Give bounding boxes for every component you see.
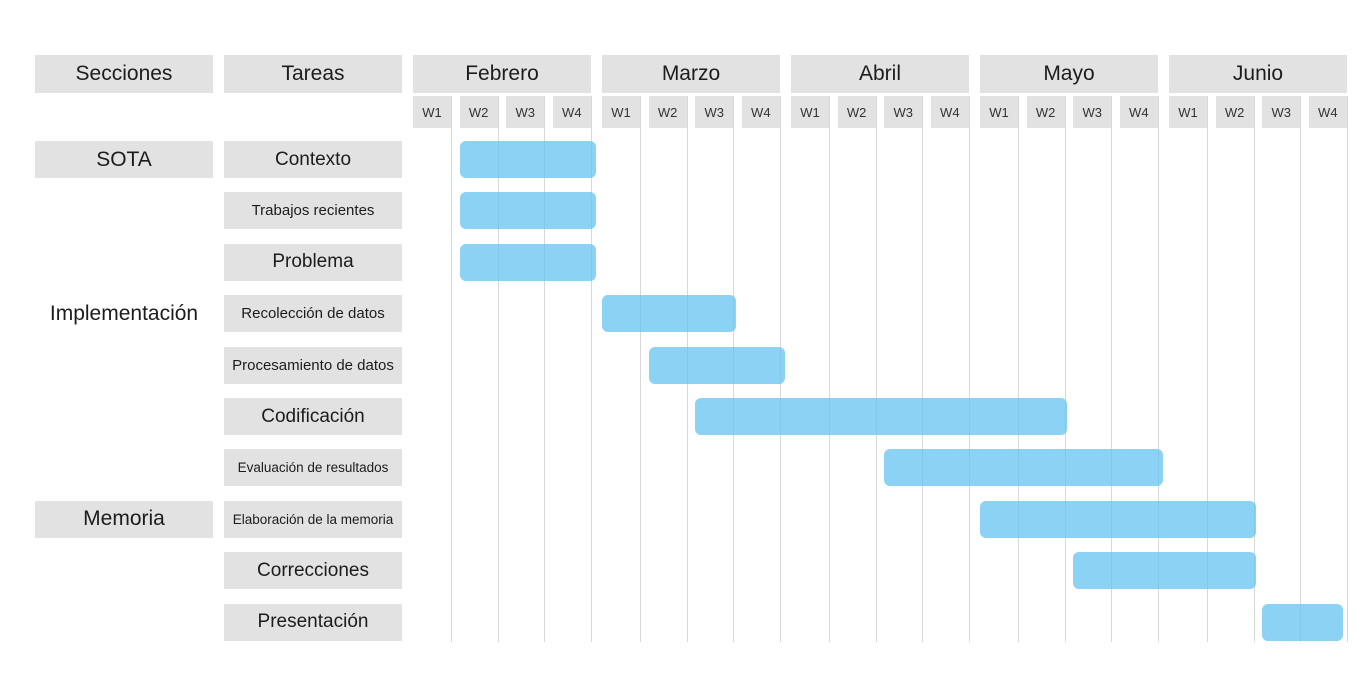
task-bar [602, 295, 736, 333]
month-header: Junio [1169, 55, 1347, 93]
grid-line [829, 96, 830, 642]
week-header: W3 [1262, 96, 1301, 128]
grid-line [640, 96, 641, 642]
task-bar [980, 500, 1257, 538]
task-bar [459, 192, 596, 230]
week-header: W1 [602, 96, 640, 128]
grid-line [1111, 96, 1113, 642]
grid-line [497, 96, 499, 642]
grid-line [922, 96, 924, 642]
task-label: Codificación [224, 398, 402, 435]
task-label: Trabajos recientes [224, 192, 402, 230]
task-label: Procesamiento de datos [224, 346, 402, 384]
grid-line [1157, 96, 1159, 642]
week-header: W1 [413, 96, 451, 128]
tasks-header: Tareas [224, 55, 402, 93]
task-bar [884, 449, 1163, 487]
week-header: W4 [1119, 96, 1158, 128]
task-bar [459, 243, 596, 281]
week-header: W1 [791, 96, 829, 128]
grid-line [1300, 96, 1302, 642]
grid-line [875, 96, 877, 642]
month-header: Mayo [980, 55, 1158, 93]
month-header: Febrero [413, 55, 591, 93]
month-header: Abril [791, 55, 969, 93]
task-label: Evaluación de resultados [224, 449, 402, 487]
grid-line [451, 96, 452, 642]
week-header: W3 [506, 96, 545, 128]
grid-line [544, 96, 546, 642]
week-header: W3 [695, 96, 734, 128]
grid-line [1253, 96, 1255, 642]
task-label: Elaboración de la memoria [224, 500, 402, 538]
grid-line [590, 96, 592, 642]
month-header: Marzo [602, 55, 780, 93]
week-header: W2 [1026, 96, 1065, 128]
task-bar [459, 141, 596, 178]
week-header: W2 [1215, 96, 1254, 128]
week-header: W1 [980, 96, 1018, 128]
grid-line [1207, 96, 1208, 642]
week-header: W1 [1169, 96, 1207, 128]
week-header: W4 [741, 96, 780, 128]
task-label: Presentación [224, 603, 402, 641]
section-label: Memoria [35, 500, 213, 538]
grid-line [968, 96, 970, 642]
week-header: W2 [648, 96, 687, 128]
week-header: W4 [1308, 96, 1347, 128]
week-header: W2 [459, 96, 498, 128]
grid-line [1018, 96, 1019, 642]
week-header: W3 [1073, 96, 1112, 128]
week-header: W3 [884, 96, 923, 128]
week-header: W4 [552, 96, 591, 128]
grid-line [1346, 96, 1348, 642]
week-header: W2 [837, 96, 876, 128]
task-bar [1073, 552, 1257, 590]
task-label: Correcciones [224, 552, 402, 590]
sections-header: Secciones [35, 55, 213, 93]
task-bar [1262, 603, 1343, 641]
grid-line [1064, 96, 1066, 642]
task-bar [695, 398, 1068, 435]
task-bar [648, 346, 785, 384]
task-label: Contexto [224, 141, 402, 178]
section-label: SOTA [35, 141, 213, 178]
task-label: Problema [224, 243, 402, 281]
week-header: W4 [930, 96, 969, 128]
section-label: Implementación [49, 301, 199, 325]
task-label: Recolección de datos [224, 295, 402, 333]
